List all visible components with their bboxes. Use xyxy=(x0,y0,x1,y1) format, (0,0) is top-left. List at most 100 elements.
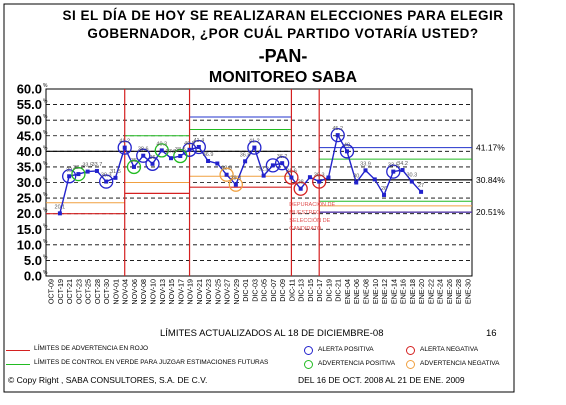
y-tick-label: 30.0 xyxy=(17,175,42,190)
x-tick-label: ENE-20 xyxy=(417,279,426,304)
x-tick-label: NOV-29 xyxy=(232,279,241,305)
data-label: 40.5 xyxy=(184,141,195,147)
data-label: 31.5 xyxy=(110,169,121,175)
data-point xyxy=(307,175,312,180)
x-tick-label: ENE-14 xyxy=(389,279,398,304)
x-tick-label: NOV-04 xyxy=(121,279,130,305)
data-point xyxy=(76,172,81,177)
chart-subtitle: MONITOREO SABA xyxy=(208,69,358,86)
data-label: 41.4 xyxy=(193,138,204,144)
data-point xyxy=(391,169,396,174)
data-label: 36.2 xyxy=(277,154,288,160)
plot-area xyxy=(45,88,473,277)
data-point xyxy=(57,211,62,216)
y-tick-label: 50.0 xyxy=(17,113,42,128)
data-point xyxy=(382,192,387,197)
data-point xyxy=(85,169,90,174)
data-point xyxy=(224,172,229,177)
data-point xyxy=(363,168,368,173)
x-tick-label: DIC-03 xyxy=(250,279,259,302)
data-label: 31.6 xyxy=(286,169,297,175)
x-tick-label: ENE-08 xyxy=(362,279,371,304)
x-tick-label: NOV-23 xyxy=(204,279,213,305)
data-point xyxy=(280,161,285,166)
legend-negative-warning-text: ADVERTENCIA NEGATIVA xyxy=(420,360,500,367)
y-tick-label: 0.0 xyxy=(24,269,42,284)
x-tick-label: ENE-06 xyxy=(352,279,361,304)
question-line-2: GOBERNADOR, ¿POR CUÁL PARTIDO VOTARÍA US… xyxy=(87,26,479,41)
data-point xyxy=(409,179,414,184)
negative-warning-marker xyxy=(228,177,243,192)
data-label: 36.8 xyxy=(240,152,251,158)
positive-alert-marker xyxy=(191,139,206,155)
annotation-text: MUESTREO xyxy=(289,210,321,216)
data-point xyxy=(196,144,201,149)
data-label: 33.5 xyxy=(82,163,93,169)
data-label: 45.2 xyxy=(332,126,343,132)
x-tick-label: ENE-10 xyxy=(371,279,380,304)
positive-alert-marker xyxy=(247,140,262,155)
y-tick-label: 10.0 xyxy=(17,237,42,252)
positive-warning-marker xyxy=(154,143,169,158)
data-point xyxy=(400,168,405,173)
annotation-text: CANDIDATO xyxy=(289,226,322,232)
positive-alert-marker xyxy=(275,156,290,171)
positive-warning-marker xyxy=(71,166,86,182)
x-tick-label: ENE-12 xyxy=(380,279,389,304)
x-tick-label: DIC-13 xyxy=(297,279,306,302)
limits-note: LÍMITES ACTUALIZADOS AL 18 DE DICIEMBRE-… xyxy=(160,328,384,339)
legend-red-text: LÍMITES DE ADVERTENCIA EN ROJO xyxy=(34,345,149,352)
x-tick-label: ENE-24 xyxy=(436,279,445,304)
x-tick-label: DIC-21 xyxy=(334,279,343,302)
x-tick-label: NOV-15 xyxy=(167,279,176,305)
x-tick-label: NOV-17 xyxy=(176,279,185,305)
y-tick-label: 60.0 xyxy=(17,82,42,97)
x-tick-label: ENE-22 xyxy=(426,279,435,304)
x-tick-label: DIC-17 xyxy=(315,279,324,302)
data-point xyxy=(150,161,155,166)
y-unit-label: % xyxy=(43,83,48,89)
y-tick-label: 15.0 xyxy=(17,222,42,237)
y-tick-label: 55.0 xyxy=(17,97,42,112)
x-tick-label: OCT-25 xyxy=(84,279,93,304)
y-tick-label: 45.0 xyxy=(17,128,42,143)
x-tick-label: ENE-30 xyxy=(463,279,472,304)
data-label: 41.2 xyxy=(249,139,260,145)
page-number: 16 xyxy=(486,328,497,339)
data-label: 37.8 xyxy=(166,149,177,155)
data-label: 29.3 xyxy=(230,176,241,182)
data-label: 30 xyxy=(353,174,359,180)
annotation-text: SELECCIÓN DE xyxy=(289,217,330,224)
data-label: 33.7 xyxy=(92,162,103,168)
date-range: DEL 16 DE OCT. 2008 AL 21 DE ENE. 2009 xyxy=(298,375,465,385)
data-point xyxy=(141,153,146,158)
positive-alert-marker xyxy=(330,127,345,143)
data-point xyxy=(159,148,164,153)
data-point xyxy=(317,179,322,184)
data-label: 32.2 xyxy=(258,167,269,173)
negative-alert-marker xyxy=(284,170,299,185)
positive-alert-marker xyxy=(339,144,355,159)
x-tick-label: OCT-21 xyxy=(65,279,74,304)
positive-alert-marker xyxy=(265,158,281,173)
x-tick-label: OCT-19 xyxy=(56,279,65,304)
data-point xyxy=(122,145,127,150)
y-tick-label: 25.0 xyxy=(17,191,42,206)
x-tick-label: OCT-30 xyxy=(102,279,111,304)
data-label: 33.5 xyxy=(388,163,399,169)
data-label: 26 xyxy=(381,186,387,192)
party-title: -PAN- xyxy=(258,46,308,66)
legend-positive-alert-text: ALERTA POSITIVA xyxy=(318,346,374,353)
x-tick-label: ENE-16 xyxy=(399,279,408,304)
data-point xyxy=(233,182,238,187)
y-tick-label: 35.0 xyxy=(17,159,42,174)
data-label: 41.2 xyxy=(119,139,130,145)
x-tick-label: ENE-04 xyxy=(343,279,352,304)
question-line-1: SI EL DÍA DE HOY SE REALIZARAN ELECCIONE… xyxy=(62,8,504,23)
data-point xyxy=(354,180,359,185)
legend-negative-warning-icon xyxy=(406,360,415,369)
y-tick-label: 5.0 xyxy=(24,253,42,268)
data-label: 35 xyxy=(131,158,137,164)
data-point xyxy=(104,179,109,184)
